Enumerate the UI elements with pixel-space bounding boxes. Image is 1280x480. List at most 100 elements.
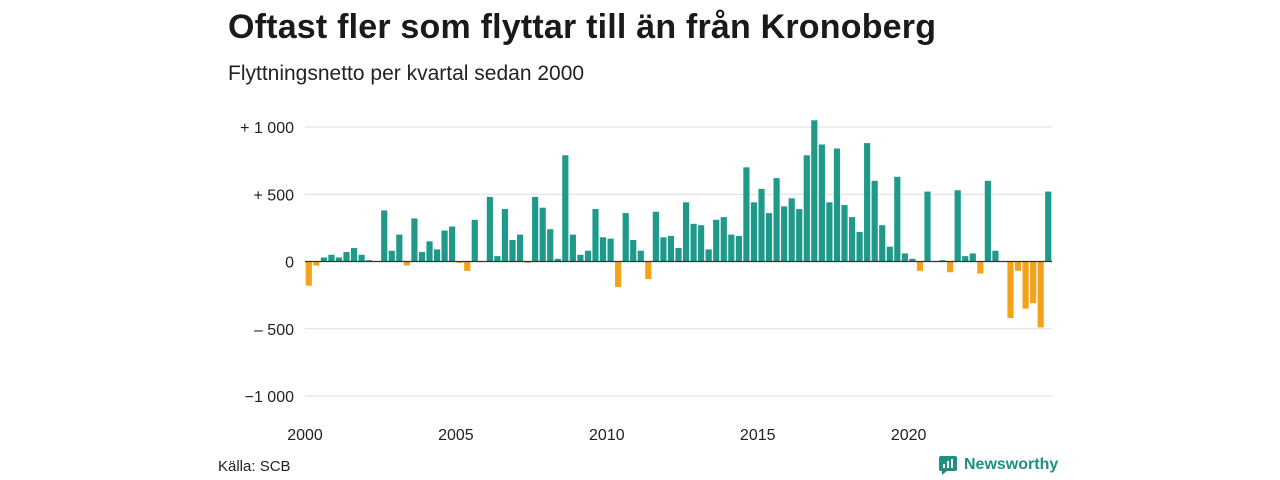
bar <box>350 248 358 262</box>
bar <box>471 219 478 262</box>
source-note: Källa: SCB <box>218 458 291 475</box>
chart-subtitle: Flyttningsnetto per kvartal sedan 2000 <box>228 62 585 85</box>
bar <box>818 144 825 262</box>
bar <box>660 237 667 262</box>
bar <box>358 254 365 262</box>
bar <box>735 235 742 262</box>
bar <box>894 176 901 262</box>
bar <box>637 250 644 262</box>
x-tick-label: 2020 <box>891 427 927 444</box>
bar <box>456 261 463 263</box>
bar <box>630 239 637 262</box>
bar <box>366 260 373 262</box>
bars <box>305 120 1052 328</box>
bar <box>532 196 539 262</box>
bar <box>343 252 350 262</box>
bar <box>320 257 327 262</box>
bar <box>788 198 795 262</box>
bar <box>381 210 388 262</box>
bar <box>335 257 343 262</box>
x-tick-label: 2005 <box>438 427 474 444</box>
bar <box>856 231 863 262</box>
bar <box>388 250 395 262</box>
bar <box>569 234 576 262</box>
bar <box>426 241 433 262</box>
bar <box>962 256 969 262</box>
bar <box>886 246 893 262</box>
y-tick-label: + 1 000 <box>240 120 294 137</box>
y-tick-label: – 500 <box>254 322 294 339</box>
bar <box>909 258 916 262</box>
bar <box>939 260 946 262</box>
bar <box>713 219 720 262</box>
bar <box>675 248 682 262</box>
bar <box>464 261 471 271</box>
bar <box>924 191 931 262</box>
bar <box>396 234 403 262</box>
bar <box>750 202 758 262</box>
bar <box>879 225 886 262</box>
bar <box>841 205 848 262</box>
bar <box>682 202 690 262</box>
bar <box>1014 261 1022 271</box>
bar <box>494 256 501 262</box>
bar <box>969 253 976 262</box>
bar <box>1045 191 1052 262</box>
bar <box>765 213 773 262</box>
bar <box>524 261 531 263</box>
brand-name: Newsworthy <box>964 456 1059 473</box>
bar <box>622 213 629 262</box>
bar <box>313 261 320 266</box>
bar <box>577 254 584 262</box>
bar <box>947 261 954 273</box>
bar <box>305 261 312 286</box>
bar <box>615 261 622 288</box>
bar <box>690 223 697 262</box>
x-tick-label: 2000 <box>287 427 323 444</box>
chart-title: Oftast fler som flyttar till än från Kro… <box>228 8 937 46</box>
bar <box>811 120 818 262</box>
bar <box>728 234 735 262</box>
bar <box>984 180 991 262</box>
bar <box>1030 261 1037 304</box>
bar <box>667 235 675 262</box>
bar <box>403 261 410 266</box>
bar <box>833 148 841 262</box>
bar <box>328 254 335 262</box>
bar <box>720 217 727 262</box>
brand-logo: Newsworthy <box>938 455 1058 475</box>
bar <box>1022 261 1029 309</box>
bar <box>652 211 659 262</box>
bar <box>486 196 493 262</box>
y-tick-label: 0 <box>285 255 294 272</box>
bar <box>562 155 569 262</box>
bar <box>781 206 788 262</box>
y-axis-labels: + 1 000 + 500 0 – 500 −1 000 <box>240 120 294 406</box>
bar <box>954 190 961 262</box>
bar <box>539 207 546 262</box>
bar <box>441 230 448 262</box>
bar <box>599 237 607 262</box>
bar <box>433 249 441 262</box>
bar <box>796 209 803 262</box>
bar <box>901 253 908 262</box>
bar <box>584 250 592 262</box>
bar <box>992 250 999 262</box>
bar <box>449 226 456 262</box>
bar <box>826 202 833 262</box>
bar <box>607 238 614 262</box>
bar <box>411 218 418 262</box>
bar <box>977 261 984 274</box>
bar <box>871 180 878 262</box>
bar <box>1037 261 1044 328</box>
bar <box>803 155 810 262</box>
bar <box>1007 261 1014 318</box>
y-tick-label: −1 000 <box>245 389 294 406</box>
newsworthy-logo-icon <box>939 456 957 475</box>
x-tick-label: 2010 <box>589 427 625 444</box>
bar <box>916 261 924 271</box>
bar <box>743 167 750 262</box>
bar <box>773 178 780 262</box>
x-tick-label: 2015 <box>740 427 776 444</box>
